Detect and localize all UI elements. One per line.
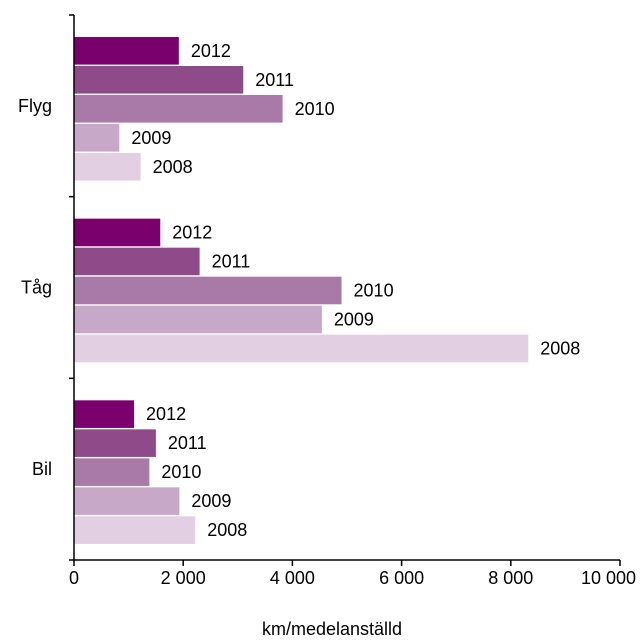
- category-labels-group: Flyg Tåg Bil: [18, 96, 52, 479]
- bar-data-label: 2010: [354, 280, 394, 300]
- bar: [74, 276, 342, 305]
- category-label: Tåg: [21, 278, 52, 298]
- bar: [74, 153, 141, 181]
- bar: [74, 400, 135, 428]
- bar-data-label: 2010: [295, 99, 335, 119]
- bar-data-label: 2009: [334, 309, 374, 329]
- bar-data-label: 2012: [191, 41, 231, 61]
- bar: [74, 429, 156, 457]
- bar: [74, 95, 283, 123]
- bar: [74, 124, 120, 152]
- x-tick-label: 6 000: [379, 568, 424, 588]
- bar: [74, 305, 322, 334]
- bar-data-label: 2008: [540, 338, 580, 358]
- bar: [74, 516, 196, 544]
- x-ticks-group: 0 2 000 4 000 6 000 8 000 10 000: [69, 560, 636, 588]
- bar-data-label: 2008: [207, 520, 247, 540]
- category-label: Flyg: [18, 96, 52, 116]
- bar: [74, 37, 179, 65]
- bar-data-label: 2012: [172, 222, 212, 242]
- x-tick-label: 4 000: [270, 568, 315, 588]
- bar-data-label: 2011: [168, 433, 207, 453]
- bar: [74, 487, 180, 515]
- bar-data-label: 2010: [161, 462, 201, 482]
- axes-group: [73, 15, 620, 561]
- bar: [74, 218, 161, 247]
- bar-data-label: 2009: [191, 491, 231, 511]
- x-tick-label: 0: [69, 568, 79, 588]
- x-tick-label: 2 000: [161, 568, 206, 588]
- bar: [74, 247, 200, 276]
- y-ticks-group: [69, 14, 74, 561]
- bar-data-label: 2011: [212, 251, 251, 271]
- x-tick-label: 8 000: [488, 568, 533, 588]
- category-label: Bil: [32, 459, 52, 479]
- x-axis-title: km/medelanställd: [262, 619, 402, 639]
- data-labels-group: 2012201120102009200820122011201020092008…: [131, 41, 580, 540]
- bar-data-label: 2012: [146, 404, 186, 424]
- bar: [74, 66, 244, 94]
- bar-data-label: 2008: [153, 157, 193, 177]
- bar: [74, 334, 529, 363]
- x-tick-label: 10 000: [581, 568, 636, 588]
- bars-group: [74, 37, 529, 544]
- bar: [74, 458, 150, 486]
- bar-data-label: 2009: [131, 128, 171, 148]
- bar-data-label: 2011: [255, 70, 294, 90]
